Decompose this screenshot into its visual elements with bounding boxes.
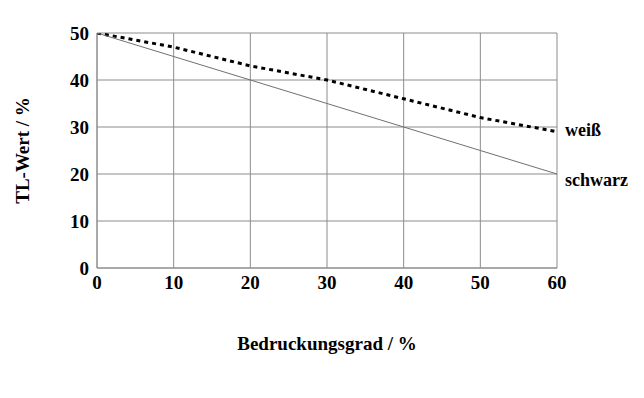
svg-text:40: 40 <box>70 70 89 91</box>
svg-text:50: 50 <box>471 272 490 293</box>
svg-text:40: 40 <box>394 272 413 293</box>
svg-text:30: 30 <box>70 117 89 138</box>
svg-text:schwarz: schwarz <box>565 170 628 190</box>
svg-text:weiß: weiß <box>565 120 601 140</box>
svg-text:50: 50 <box>70 23 89 44</box>
svg-text:20: 20 <box>241 272 260 293</box>
svg-text:20: 20 <box>70 164 89 185</box>
svg-text:10: 10 <box>70 211 89 232</box>
svg-text:TL-Wert / %: TL-Wert / % <box>12 97 33 204</box>
svg-text:30: 30 <box>318 272 337 293</box>
svg-text:60: 60 <box>548 272 567 293</box>
svg-text:0: 0 <box>80 258 90 279</box>
svg-text:Bedruckungsgrad / %: Bedruckungsgrad / % <box>237 333 416 354</box>
svg-text:10: 10 <box>164 272 183 293</box>
svg-text:0: 0 <box>92 272 102 293</box>
